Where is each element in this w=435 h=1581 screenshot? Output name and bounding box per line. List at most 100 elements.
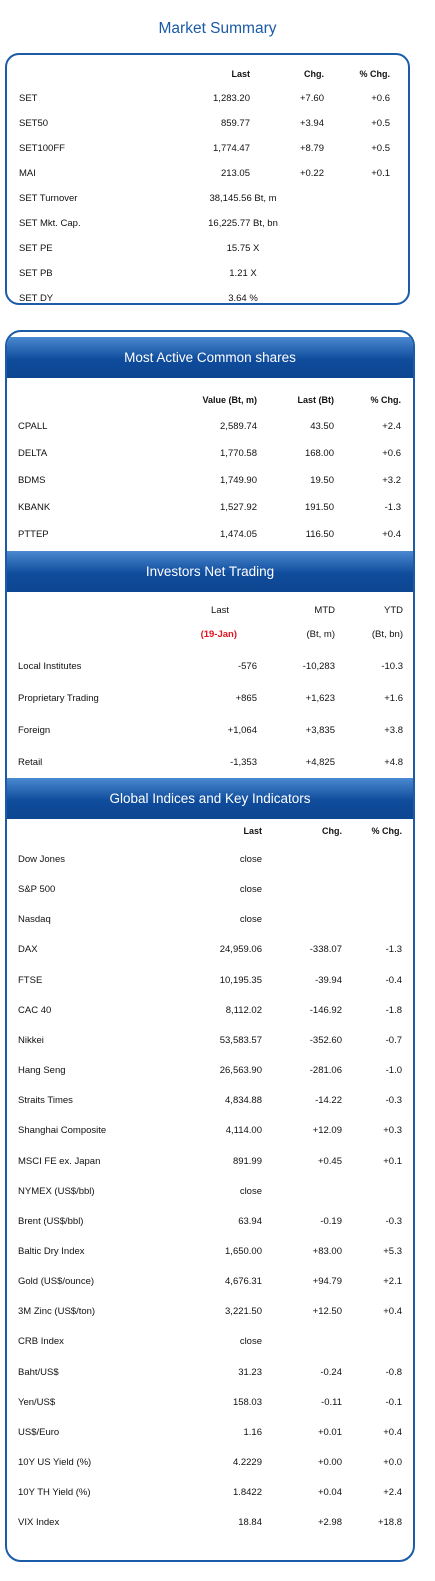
- ms-row-last: 1,774.47: [213, 143, 250, 154]
- inv-row-last: -1,353: [230, 757, 257, 768]
- gl-row-last: 8,112.02: [225, 1004, 262, 1016]
- inv-row-ytd: -10.3: [381, 661, 403, 672]
- ms-header-pct: % Chg.: [359, 69, 391, 79]
- gl-row-name: Dow Jones: [18, 854, 65, 865]
- gl-row-name: S&P 500: [18, 884, 56, 896]
- gl-row-pct: -0.3: [385, 1215, 402, 1227]
- gl-row-chg: +0.00: [317, 1457, 342, 1468]
- gl-row-last: 10,195.35: [219, 974, 262, 986]
- ma-row-name: KBANK: [18, 502, 51, 513]
- ms-row-name: SET DY: [19, 293, 54, 304]
- gl-row-last: 1.16: [243, 1426, 263, 1438]
- market-summary-panel: Last Chg. % Chg. SET 1,283.20 +7.60 +0.6 SET…: [5, 53, 410, 305]
- gl-row-chg: +0.04: [317, 1487, 342, 1499]
- gl-row-name: CAC 40: [18, 1004, 52, 1016]
- gl-header-last: Last: [243, 826, 262, 836]
- ma-row-last: 191.50: [304, 502, 334, 513]
- gl-row-name: Shanghai Composite: [18, 1125, 107, 1137]
- inv-row-ytd: +1.6: [384, 693, 403, 704]
- gl-row-name: 10Y US Yield (%): [18, 1457, 92, 1468]
- ms-header-last: Last: [231, 69, 250, 79]
- gl-row-name: CRB Index: [18, 1336, 64, 1348]
- ma-row-last: 19.50: [310, 475, 334, 486]
- gl-row-chg: -0.24: [320, 1366, 342, 1378]
- ma-row-last: 168.00: [304, 448, 334, 459]
- gl-row-last: 4,114.00: [225, 1125, 262, 1137]
- gl-row-last: 18.84: [238, 1517, 262, 1529]
- gl-row-last: 53,583.57: [219, 1034, 262, 1046]
- gl-row-pct: -0.3: [385, 1095, 402, 1107]
- inv-row-mtd: +1,623: [305, 693, 335, 704]
- gl-row-chg: +0.45: [317, 1155, 342, 1167]
- gl-row-last: 891.99: [232, 1155, 262, 1167]
- ma-row-value: 1,749.90: [220, 475, 257, 486]
- ma-row-value: 1,527.92: [220, 502, 257, 513]
- ms-row-last: 213.05: [220, 168, 250, 179]
- gl-row-pct: +0.1: [383, 1155, 402, 1167]
- gl-row-name: Nikkei: [18, 1034, 44, 1046]
- ms-row-chg: +3.94: [299, 118, 324, 129]
- ma-header-value: Value (Bt, m): [202, 395, 257, 405]
- ms-row-last: 1,283.20: [213, 93, 250, 104]
- gl-row-last: 63.94: [238, 1215, 262, 1227]
- gl-row-last: close: [239, 854, 262, 865]
- page-title: Market Summary: [158, 20, 277, 37]
- ma-row-pct: +3.2: [382, 475, 401, 486]
- gl-row-chg: -338.07: [309, 944, 342, 956]
- gl-row-last: 24,959.06: [219, 944, 262, 956]
- gl-row-name: FTSE: [18, 974, 43, 986]
- inv-row-last: -576: [237, 661, 257, 672]
- gl-row-pct: +5.3: [383, 1245, 402, 1257]
- gl-row-chg: +2.98: [317, 1517, 342, 1529]
- gl-row-last: 1.8422: [232, 1487, 262, 1499]
- gl-row-pct: +0.4: [383, 1306, 402, 1318]
- ms-row-name: SET: [19, 93, 38, 104]
- inv-row-last: +1,064: [227, 725, 257, 736]
- gl-row-last: close: [239, 1336, 262, 1348]
- gl-row-last: close: [239, 914, 262, 926]
- inv-row-name: Foreign: [18, 725, 51, 736]
- ms-row-name: SET100FF: [19, 143, 65, 154]
- gl-row-last: 3,221.50: [225, 1306, 262, 1318]
- gl-row-last: 1,650.00: [225, 1245, 262, 1257]
- gl-row-chg: +94.79: [312, 1276, 342, 1288]
- ma-row-name: PTTEP: [18, 529, 49, 540]
- gl-row-chg: -281.06: [309, 1065, 342, 1077]
- ms-row-name: SET PB: [19, 268, 53, 279]
- gl-row-pct: +18.8: [377, 1517, 402, 1529]
- gl-row-name: 3M Zinc (US$/ton): [18, 1306, 96, 1318]
- ma-header-pct: % Chg.: [370, 395, 402, 405]
- gl-row-last: 31.23: [238, 1366, 262, 1378]
- gl-row-name: Hang Seng: [18, 1065, 66, 1077]
- ms-row-pct: +0.5: [371, 118, 390, 129]
- inv-row-last: +865: [235, 693, 257, 704]
- ms-row-chg: +7.60: [299, 93, 324, 104]
- gl-row-name: VIX Index: [18, 1517, 60, 1529]
- gl-row-pct: -0.4: [385, 974, 402, 986]
- ma-row-name: DELTA: [18, 448, 48, 459]
- gl-row-pct: +2.4: [383, 1487, 402, 1499]
- ma-row-last: 116.50: [305, 529, 334, 540]
- gl-row-name: DAX: [18, 944, 38, 956]
- gl-row-chg: -352.60: [309, 1034, 342, 1046]
- gl-row-chg: +83.00: [312, 1245, 342, 1257]
- ms-row-last: 38,145.56 Bt, m: [209, 193, 277, 204]
- ms-row-last: 859.77: [220, 118, 250, 129]
- gl-row-pct: +2.1: [383, 1276, 402, 1288]
- inv-row-name: Retail: [18, 757, 43, 768]
- gl-row-name: Straits Times: [18, 1095, 73, 1107]
- gl-row-last: close: [239, 1185, 262, 1197]
- global-header: Global Indices and Key Indicators: [7, 778, 413, 819]
- inv-row-mtd: -10,283: [302, 661, 335, 672]
- ma-row-pct: +0.4: [382, 529, 401, 540]
- gl-row-pct: -0.7: [385, 1034, 402, 1046]
- ms-row-name: SET Turnover: [19, 193, 78, 204]
- gl-row-name: Gold (US$/ounce): [18, 1276, 95, 1288]
- gl-row-pct: +0.0: [383, 1457, 402, 1468]
- ms-row-name: SET Mkt. Cap.: [19, 218, 81, 229]
- gl-row-name: MSCI FE ex. Japan: [18, 1155, 101, 1167]
- gl-row-last: 26,563.90: [219, 1065, 262, 1077]
- gl-row-chg: +12.09: [312, 1125, 342, 1137]
- gl-row-last: close: [239, 884, 262, 896]
- gl-row-last: 4,834.88: [225, 1095, 262, 1107]
